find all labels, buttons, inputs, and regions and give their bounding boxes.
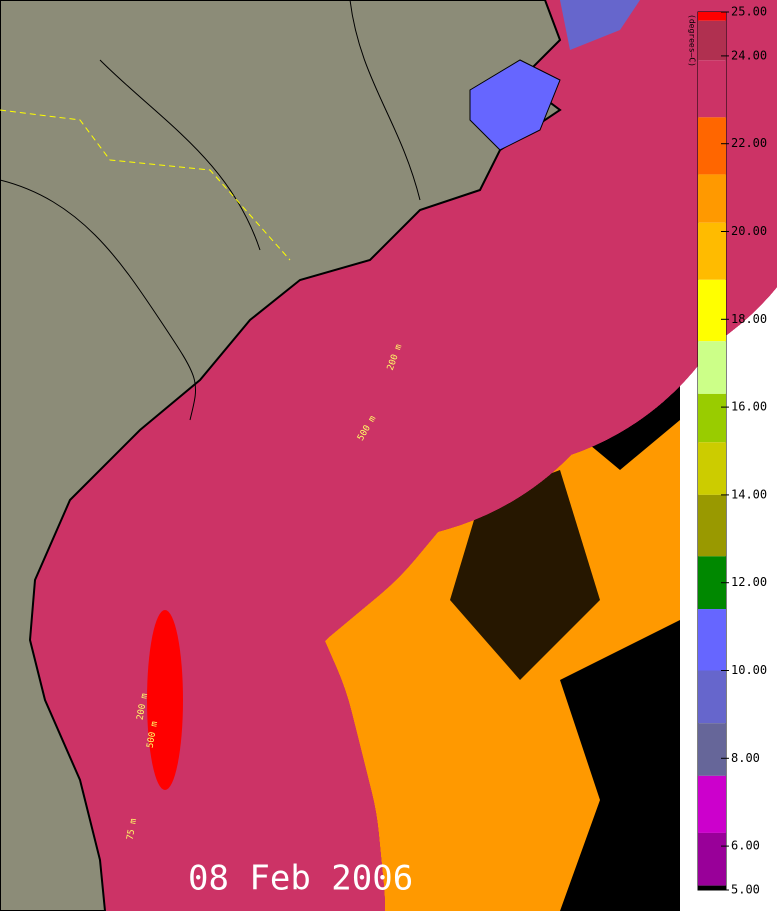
colorbar-tick-label: 12.00 xyxy=(731,575,767,589)
colorbar-tick-label: 6.00 xyxy=(731,839,760,853)
colorbar-bin xyxy=(698,117,726,175)
colorbar-tick-label: 22.00 xyxy=(731,136,767,150)
date-label: 08 Feb 2006 xyxy=(188,859,413,899)
cloud-patch xyxy=(560,620,680,911)
colorbar-bin xyxy=(698,885,726,890)
rivers xyxy=(0,0,421,421)
colorbar-bin xyxy=(698,670,726,724)
colorbar-bin xyxy=(698,60,726,118)
colorbar-bin xyxy=(698,494,726,557)
colorbar-bin xyxy=(698,341,726,394)
colorbar-tick-label: 5.00 xyxy=(731,883,760,897)
colorbar-bin xyxy=(698,832,726,886)
colorbar-bin xyxy=(698,723,726,776)
colorbar-bin xyxy=(698,775,726,833)
colorbar-bin xyxy=(698,279,726,342)
colorbar-bin xyxy=(698,222,726,280)
colorbar-bin xyxy=(698,174,726,223)
cloud-patch xyxy=(450,470,600,680)
colorbar-tick-label: 25.00 xyxy=(731,5,767,19)
colorbar-bin xyxy=(698,12,726,21)
contour-label: 500 m xyxy=(146,721,161,749)
colorbar-tick-label: 8.00 xyxy=(731,751,760,765)
colorbar-bin xyxy=(698,20,726,61)
colorbar-tick-label: 10.00 xyxy=(731,663,767,677)
contour-label: 200 m xyxy=(136,693,151,721)
colorbar-bin xyxy=(698,393,726,443)
colorbar-tick-label: 16.00 xyxy=(731,400,767,414)
state-border xyxy=(0,109,291,261)
colorbar-tick-label: 14.00 xyxy=(731,487,767,501)
colorbar-tick-label: 20.00 xyxy=(731,224,767,238)
colorbar-title: (degrees—C) xyxy=(688,14,697,67)
warm-core xyxy=(147,610,183,790)
colorbar-tick-label: 18.00 xyxy=(731,312,767,326)
sound xyxy=(469,59,561,151)
colorbar-bin xyxy=(698,609,726,671)
contour-label: 75 m xyxy=(126,818,140,841)
colorbar-bin xyxy=(698,442,726,495)
colorbar-tick-label: 24.00 xyxy=(731,48,767,62)
cold-water xyxy=(560,0,640,50)
